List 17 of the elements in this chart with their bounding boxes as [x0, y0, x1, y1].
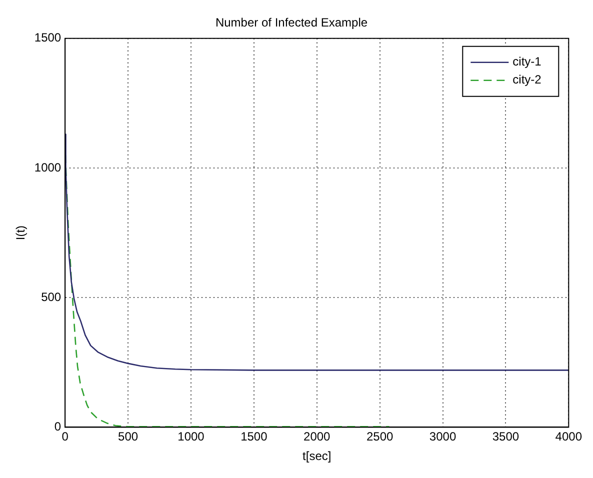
x-tick-label: 2000 — [304, 430, 331, 444]
y-tick-label: 0 — [54, 420, 62, 434]
x-tick-label: 4000 — [555, 430, 582, 444]
x-tick-label: 3500 — [492, 430, 520, 444]
y-tick-label: 1500 — [34, 30, 62, 45]
x-tick-label: 1500 — [240, 430, 268, 444]
y-axis-title: I(t) — [14, 225, 28, 240]
x-tick-label: 3000 — [429, 430, 456, 444]
legend-label: city-1 — [512, 54, 542, 69]
chart-title: Number of Infected Example — [215, 16, 368, 30]
y-tick-label: 500 — [41, 290, 62, 304]
x-tick-label: 500 — [118, 430, 138, 444]
y-tick-label: 1000 — [34, 160, 62, 174]
x-axis-title: t[sec] — [302, 449, 332, 464]
x-tick-label: 2500 — [366, 430, 394, 444]
x-tick-label: 1000 — [178, 430, 205, 444]
legend-label: city-2 — [512, 72, 542, 87]
